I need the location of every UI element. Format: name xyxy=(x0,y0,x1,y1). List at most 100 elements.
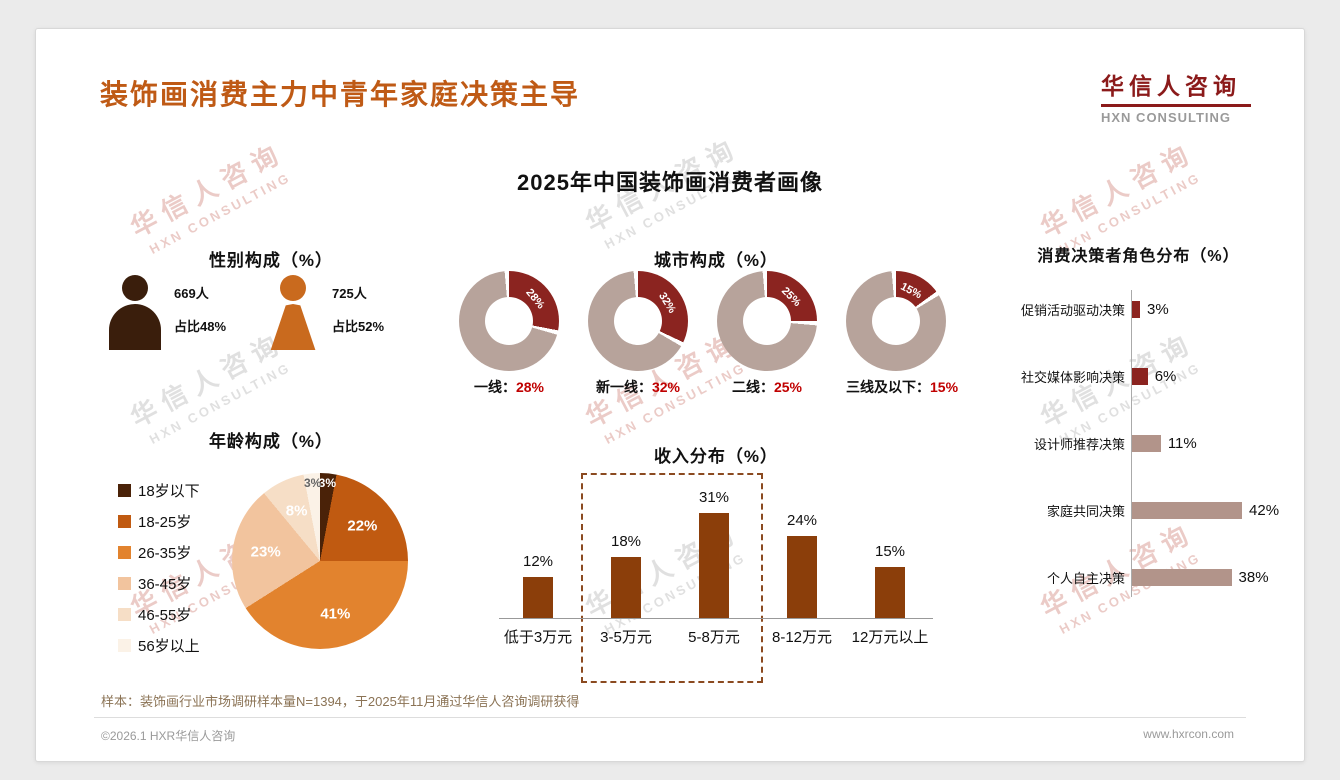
pie-value-label: 8% xyxy=(285,502,308,520)
decision-category-label: 促销活动驱动决策 xyxy=(1020,303,1125,318)
chart-main-title: 2025年中国装饰画消费者画像 xyxy=(517,170,823,195)
income-value-label: 18% xyxy=(610,532,642,550)
income-value-label: 31% xyxy=(698,488,730,506)
legend-swatch xyxy=(118,546,131,559)
pie-value-label: 22% xyxy=(347,517,378,535)
income-category-label: 5-8万元 xyxy=(688,629,740,646)
income-category-label: 3-5万元 xyxy=(600,629,652,646)
sample-note: 样本：装饰画行业市场调研样本量N=1394，于2025年11月通过华信人咨询调研… xyxy=(101,694,580,709)
age-legend-item: 18岁以下 xyxy=(118,475,200,506)
decision-category-label: 设计师推荐决策 xyxy=(1033,437,1125,452)
donut-chart: 25% xyxy=(717,271,817,371)
count-label: 725人 xyxy=(332,286,367,301)
decision-row: 促销活动驱动决策 3% xyxy=(994,276,1304,343)
income-value-label: 12% xyxy=(522,553,554,571)
age-legend-item: 26-35岁 xyxy=(118,537,200,568)
income-bar-chart: 12% 低于3万元 18% 3-5万元 31% 5-8万元 24% 8-12万元 15% 12万元… xyxy=(491,471,941,686)
donut-caption: 二线：25% xyxy=(717,377,817,397)
company-logo: 华信人咨询 HXN CONSULTING xyxy=(1101,67,1251,125)
decision-category-label: 家庭共同决策 xyxy=(1046,504,1125,519)
income-section-title: 收入分布（%） xyxy=(653,447,779,466)
income-bar xyxy=(787,536,817,618)
decision-value-label: 38% xyxy=(1238,569,1269,586)
slide-card: 华信人咨询 HXN CONSULTING 华信人咨询 HXN CONSULTING… xyxy=(35,28,1305,762)
legend-swatch xyxy=(118,608,131,621)
donut-caption: 一线：28% xyxy=(459,377,559,397)
decision-value-label: 3% xyxy=(1147,301,1169,318)
donut-caption: 三线及以下：15% xyxy=(846,377,958,397)
legend-label: 46-55岁 xyxy=(138,607,192,624)
gender-section-title: 性别构成（%） xyxy=(208,251,334,270)
donut-percent-label: 25% xyxy=(773,379,803,395)
footer-divider xyxy=(94,717,1246,718)
age-legend-item: 46-55岁 xyxy=(118,599,200,630)
city-donut-新一线: 32% 新一线：32% xyxy=(588,271,688,397)
decision-row: 社交媒体影响决策 6% xyxy=(994,343,1304,410)
decision-bar xyxy=(1132,435,1161,452)
decision-row: 个人自主决策 38% xyxy=(994,544,1304,611)
donut-chart: 28% xyxy=(459,271,559,371)
city-donut-charts: 28% 一线：28% 32% 新一线：32% 25% 二线：25% 15% 三线… xyxy=(459,271,958,397)
male-icon xyxy=(106,275,164,353)
donut-chart: 32% xyxy=(588,271,688,371)
female-icon xyxy=(264,275,322,353)
city-donut-二线: 25% 二线：25% xyxy=(717,271,817,397)
income-category-label: 低于3万元 xyxy=(503,629,573,646)
age-section-title: 年龄构成（%） xyxy=(208,432,334,451)
city-section-title: 城市构成（%） xyxy=(653,251,779,270)
legend-label: 18岁以下 xyxy=(138,483,200,500)
donut-category-label: 三线及以下： xyxy=(846,379,930,395)
donut-hole xyxy=(614,297,662,345)
female-stat: 725人 占比52% xyxy=(264,275,384,353)
legend-label: 36-45岁 xyxy=(138,576,192,593)
donut-hole xyxy=(872,297,920,345)
donut-category-label: 一线： xyxy=(473,379,516,395)
donut-category-label: 新一线： xyxy=(595,379,652,395)
donut-percent-label: 15% xyxy=(930,379,959,395)
decision-row: 设计师推荐决策 11% xyxy=(994,410,1304,477)
decision-bar xyxy=(1132,301,1140,318)
decision-bar xyxy=(1132,368,1148,385)
decision-section-title: 消费决策者角色分布（%） xyxy=(1037,248,1240,265)
donut-category-label: 二线： xyxy=(731,379,774,395)
logo-divider xyxy=(1101,104,1251,107)
legend-swatch xyxy=(118,515,131,528)
age-legend-item: 56岁以上 xyxy=(118,630,200,661)
legend-swatch xyxy=(118,484,131,497)
donut-percent-label: 28% xyxy=(515,379,545,395)
age-legend-item: 36-45岁 xyxy=(118,568,200,599)
decision-bar xyxy=(1132,569,1232,586)
income-bar xyxy=(875,567,905,618)
pie-value-label: 23% xyxy=(250,543,281,561)
city-donut-一线: 28% 一线：28% xyxy=(459,271,559,397)
male-stat: 669人 占比48% xyxy=(106,275,226,353)
income-value-label: 24% xyxy=(786,512,818,530)
decision-value-label: 42% xyxy=(1249,502,1280,519)
legend-swatch xyxy=(118,577,131,590)
website-link[interactable]: www.hxrcon.com xyxy=(1143,727,1234,741)
highlight-box xyxy=(581,473,763,683)
decision-category-label: 社交媒体影响决策 xyxy=(1020,370,1125,385)
donut-chart: 15% xyxy=(846,271,946,371)
decision-value-label: 11% xyxy=(1167,435,1197,452)
legend-label: 18-25岁 xyxy=(138,514,192,531)
age-legend-item: 18-25岁 xyxy=(118,506,200,537)
city-donut-三线及以下: 15% 三线及以下：15% xyxy=(846,271,958,397)
logo-cn-text: 华信人咨询 xyxy=(1101,73,1241,99)
income-category-label: 8-12万元 xyxy=(771,629,833,646)
logo-en-text: HXN CONSULTING xyxy=(1101,110,1232,125)
income-category-label: 12万元以上 xyxy=(851,629,929,646)
donut-percent-label: 32% xyxy=(651,379,681,395)
legend-swatch xyxy=(118,639,131,652)
legend-label: 26-35岁 xyxy=(138,545,192,562)
decision-row: 家庭共同决策 42% xyxy=(994,477,1304,544)
decision-bar-chart: 促销活动驱动决策 3% 社交媒体影响决策 6% 设计师推荐决策 11% 家庭共同决策 … xyxy=(994,276,1304,611)
share-label: 占比52% xyxy=(332,319,385,334)
page-title: 装饰画消费主力中青年家庭决策主导 xyxy=(100,79,581,110)
income-bar xyxy=(699,512,729,618)
decision-category-label: 个人自主决策 xyxy=(1046,571,1125,586)
donut-caption: 新一线：32% xyxy=(588,377,688,397)
donut-hole xyxy=(485,297,533,345)
decision-value-label: 6% xyxy=(1154,368,1177,385)
age-legend: 18岁以下 18-25岁 26-35岁 36-45岁 46-55岁 56岁以上 xyxy=(118,475,200,661)
